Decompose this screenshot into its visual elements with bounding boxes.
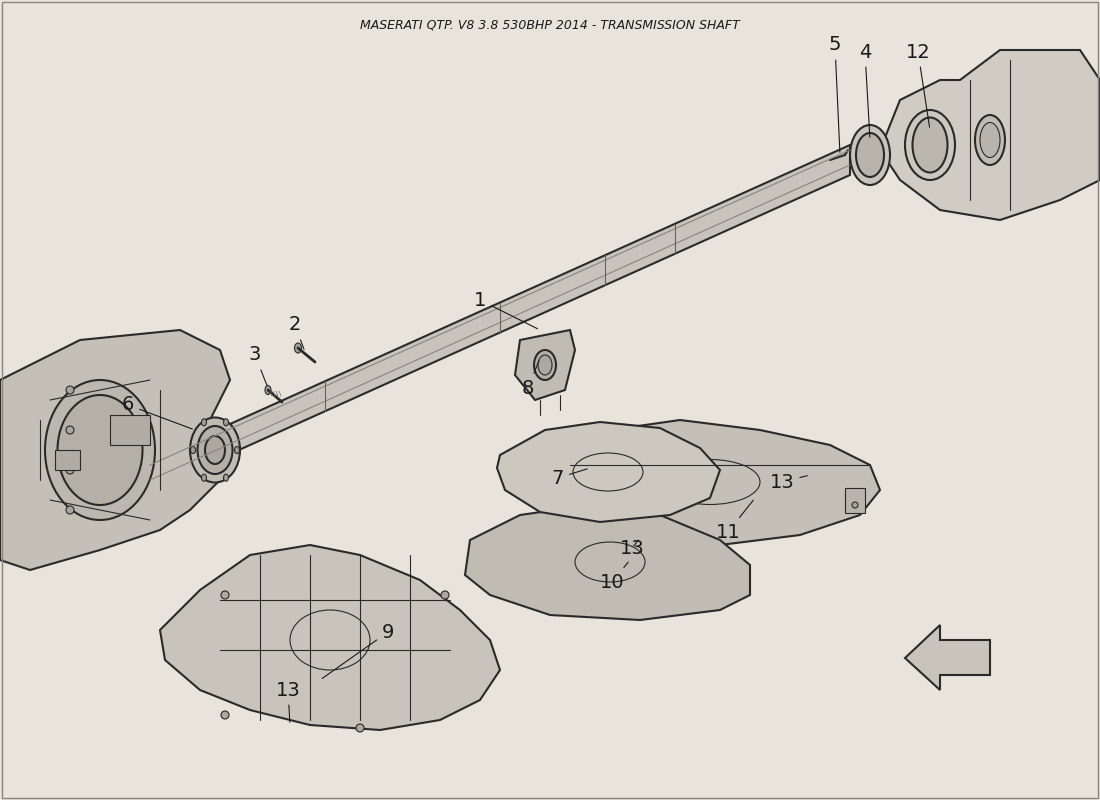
Ellipse shape: [198, 426, 232, 474]
Ellipse shape: [45, 380, 155, 520]
Polygon shape: [465, 505, 750, 620]
Ellipse shape: [856, 133, 884, 177]
Polygon shape: [497, 422, 720, 522]
Ellipse shape: [534, 350, 556, 380]
Text: MASERATI QTP. V8 3.8 530BHP 2014 - TRANSMISSION SHAFT: MASERATI QTP. V8 3.8 530BHP 2014 - TRANS…: [360, 18, 740, 31]
Text: 9: 9: [322, 622, 394, 678]
Bar: [845, 488, 865, 513]
Text: 6: 6: [122, 395, 192, 429]
Ellipse shape: [913, 118, 947, 173]
Bar: [55, 450, 80, 470]
Ellipse shape: [66, 466, 74, 474]
Ellipse shape: [201, 418, 207, 426]
Ellipse shape: [850, 125, 890, 185]
Ellipse shape: [66, 426, 74, 434]
Polygon shape: [150, 145, 850, 490]
Text: 11: 11: [716, 500, 754, 542]
Ellipse shape: [205, 436, 225, 464]
Ellipse shape: [295, 343, 301, 353]
Ellipse shape: [57, 395, 143, 505]
Text: 13: 13: [770, 473, 807, 491]
Ellipse shape: [66, 386, 74, 394]
Ellipse shape: [975, 115, 1005, 165]
Ellipse shape: [223, 418, 229, 426]
Ellipse shape: [190, 446, 196, 454]
Text: 12: 12: [905, 42, 931, 127]
Ellipse shape: [66, 506, 74, 514]
Text: 1: 1: [474, 290, 538, 329]
Ellipse shape: [538, 355, 552, 375]
Ellipse shape: [190, 418, 240, 482]
Polygon shape: [515, 330, 575, 400]
Bar: [575, 488, 595, 513]
Bar: [110, 415, 150, 445]
Text: 7: 7: [552, 469, 587, 487]
Ellipse shape: [234, 446, 240, 454]
Text: 2: 2: [289, 315, 304, 350]
Ellipse shape: [265, 386, 271, 394]
Ellipse shape: [441, 591, 449, 599]
Polygon shape: [880, 50, 1100, 220]
Ellipse shape: [852, 502, 858, 508]
Text: 10: 10: [600, 562, 628, 591]
Ellipse shape: [582, 502, 588, 508]
Text: 3: 3: [249, 346, 267, 386]
Text: 13: 13: [276, 681, 300, 722]
Ellipse shape: [905, 110, 955, 180]
Text: 13: 13: [619, 538, 645, 558]
Ellipse shape: [221, 591, 229, 599]
Polygon shape: [0, 330, 230, 570]
Text: 5: 5: [828, 35, 842, 152]
Ellipse shape: [201, 474, 207, 482]
Text: 4: 4: [859, 42, 871, 138]
Ellipse shape: [221, 711, 229, 719]
Ellipse shape: [356, 724, 364, 732]
Ellipse shape: [839, 152, 847, 164]
Polygon shape: [540, 420, 880, 545]
Ellipse shape: [223, 474, 229, 482]
Text: 8: 8: [521, 361, 539, 398]
Polygon shape: [160, 545, 501, 730]
Ellipse shape: [980, 122, 1000, 158]
Polygon shape: [905, 625, 990, 690]
